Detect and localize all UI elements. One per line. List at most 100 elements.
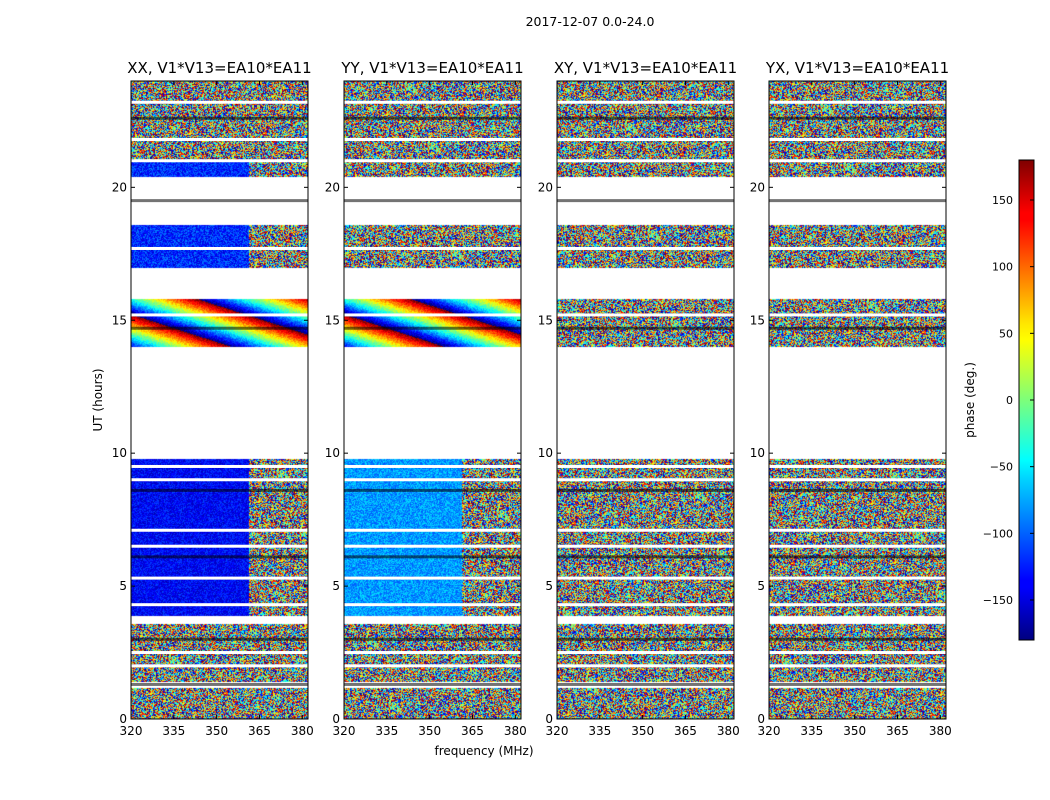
colorbar-tick-label: −50 (990, 461, 1013, 474)
y-tick-label: 20 (750, 180, 765, 194)
gap-line (131, 544, 308, 548)
gap-line (131, 664, 308, 668)
x-axis-label: frequency (MHz) (434, 744, 533, 758)
gap-line (344, 159, 521, 163)
gap-line (131, 246, 308, 250)
x-tick-label: 380 (929, 724, 952, 738)
gap-line (344, 478, 521, 482)
y-tick-label: 0 (119, 712, 127, 726)
y-tick-label: 20 (538, 180, 553, 194)
gap-line (557, 159, 734, 163)
gap-line (769, 246, 946, 250)
gap-line (557, 576, 734, 580)
y-tick-label: 5 (119, 579, 127, 593)
panel-frame (768, 80, 947, 720)
x-tick-label: 350 (631, 724, 654, 738)
x-tick-label: 380 (717, 724, 740, 738)
colorbar-tick-label: 150 (992, 194, 1013, 207)
y-tick-label: 0 (332, 712, 340, 726)
gap-line (557, 313, 734, 317)
gap-line (131, 313, 308, 317)
gap-line (344, 544, 521, 548)
heatmap-raster (557, 81, 734, 719)
gap-line (131, 137, 308, 141)
colorbar-tick-label: −100 (983, 527, 1013, 540)
y-tick-label: 5 (332, 579, 340, 593)
y-tick-label: 5 (757, 579, 765, 593)
gap-line (557, 603, 734, 607)
gap-line (769, 159, 946, 163)
gap-line (344, 488, 521, 492)
y-tick-label: 15 (538, 313, 553, 327)
x-tick-label: 320 (758, 724, 781, 738)
gap-line (344, 100, 521, 104)
gap-line (131, 603, 308, 607)
gap-line (769, 137, 946, 141)
gap-line (344, 464, 521, 468)
gap-line (769, 651, 946, 655)
gap-line (344, 199, 521, 203)
gap-line (344, 603, 521, 607)
gap-line (557, 651, 734, 655)
panel-title: XX, V1*V13=EA10*EA11 (127, 59, 311, 77)
gap-line (557, 137, 734, 141)
panels: XX, V1*V13=EA10*EA11 320 335 350 365 380 0 5 10 1… (112, 59, 952, 738)
gap-line (557, 100, 734, 104)
figure-title: 2017-12-07 0.0-24.0 (526, 14, 655, 29)
y-tick-label: 20 (325, 180, 340, 194)
panel-title: XY, V1*V13=EA10*EA11 (554, 59, 737, 77)
colorbar-ticks: 150 100 50 0 −50 −100 −150 (983, 194, 1034, 607)
y-tick-label: 10 (325, 446, 340, 460)
x-tick-label: 320 (120, 724, 143, 738)
gap-line (557, 544, 734, 548)
gap-line (769, 326, 946, 330)
gap-line (769, 664, 946, 668)
x-tick-label: 335 (588, 724, 611, 738)
gap-line (769, 576, 946, 580)
x-tick-label: 380 (291, 724, 314, 738)
panel-xx: XX, V1*V13=EA10*EA11 320 335 350 365 380 0 5 10 1… (112, 59, 314, 738)
heatmap-raster (769, 81, 946, 719)
x-tick-label: 335 (800, 724, 823, 738)
gap-line (769, 478, 946, 482)
gap-line (344, 555, 521, 559)
x-tick-label: 365 (248, 724, 271, 738)
x-tick-label: 350 (205, 724, 228, 738)
gap-line (131, 159, 308, 163)
y-tick-label: 10 (538, 446, 553, 460)
gap-line (769, 603, 946, 607)
y-tick-label: 15 (325, 313, 340, 327)
gap-line (769, 528, 946, 532)
gap-line (557, 488, 734, 492)
gap-line (131, 100, 308, 104)
colorbar-tick-label: 50 (999, 327, 1013, 340)
gap-line (769, 116, 946, 120)
gap-line (131, 464, 308, 468)
x-tick-label: 350 (843, 724, 866, 738)
gap-line (131, 326, 308, 330)
colorbar-tick-label: 0 (1006, 394, 1013, 407)
gap-line (557, 637, 734, 641)
gap-line (344, 326, 521, 330)
gap-line (344, 528, 521, 532)
x-tick-label: 365 (461, 724, 484, 738)
gap-line (557, 464, 734, 468)
colorbar-tick-label: 100 (992, 261, 1013, 274)
y-tick-label: 15 (750, 313, 765, 327)
panel-title: YY, V1*V13=EA10*EA11 (340, 59, 523, 77)
gap-line (131, 199, 308, 203)
y-axis-label: UT (hours) (91, 368, 105, 431)
y-tick-label: 10 (112, 446, 127, 460)
gap-line (769, 199, 946, 203)
gap-line (557, 555, 734, 559)
colorbar-tick-label: −150 (983, 594, 1013, 607)
panel-title: YX, V1*V13=EA10*EA11 (765, 59, 949, 77)
x-tick-label: 365 (886, 724, 909, 738)
heatmap-raster (131, 81, 308, 719)
gap-line (769, 555, 946, 559)
gap-line (131, 555, 308, 559)
gap-line (557, 478, 734, 482)
gap-line (344, 637, 521, 641)
gap-line (769, 488, 946, 492)
